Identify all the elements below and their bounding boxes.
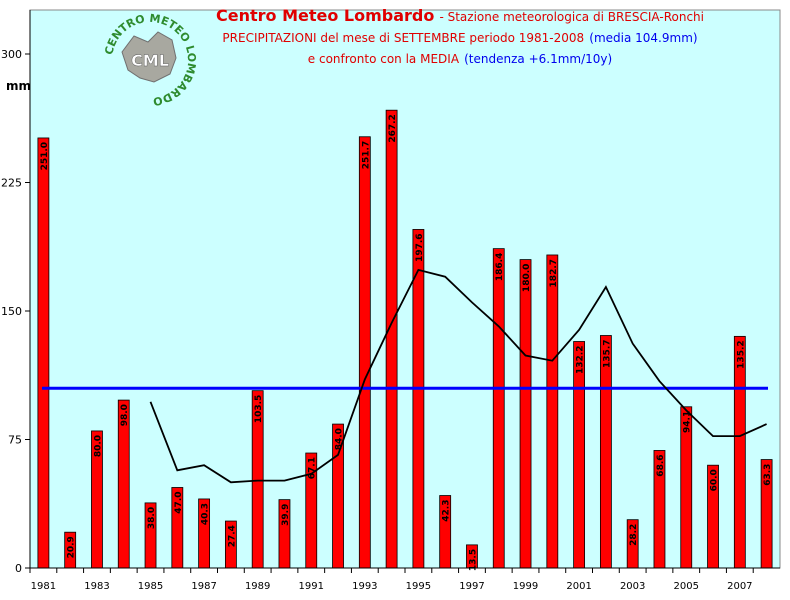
x-tick-label-1997: 1997 [459,581,484,592]
bar-2007 [733,335,746,569]
x-tick-label-1983: 1983 [84,581,109,592]
bar-value-label-1997: 13.5 [468,549,478,571]
bar-value-label-1987: 40.3 [201,503,211,525]
bar-value-label-2000: 182.7 [549,259,559,287]
bar-value-label-1982: 20.9 [67,536,77,558]
x-tick-label-1999: 1999 [513,581,538,592]
x-tick-label-2003: 2003 [620,581,645,592]
x-tick-label-1991: 1991 [299,581,324,592]
x-tick-label-1985: 1985 [138,581,163,592]
x-tick-label-2005: 2005 [674,581,699,592]
title-trend: (tendenza +6.1mm/10y) [464,52,613,66]
y-tick-label-300: 300 [1,48,22,61]
bar-value-label-1990: 39.9 [281,504,291,526]
bar-value-label-2001: 132.2 [576,345,586,373]
bar-value-label-1999: 180.0 [522,264,532,292]
bar-1993 [358,136,371,569]
moving-average-line [149,268,767,484]
x-tick-label-1981: 1981 [31,581,56,592]
bar-value-label-2008: 63.3 [763,464,773,486]
bar-value-label-1991: 67.1 [308,457,318,479]
bar-value-label-1986: 47.0 [174,491,184,513]
bar-value-label-1995: 197.6 [415,233,425,261]
bar-2001 [573,341,586,569]
bar-value-label-2004: 68.6 [656,454,666,476]
bar-value-label-1993: 251.7 [361,141,371,169]
y-axis-label: mm [6,79,31,93]
y-tick-label-0: 0 [15,562,22,575]
y-tick-label-150: 150 [1,305,22,318]
x-tick-label-1995: 1995 [406,581,431,592]
bar-1994 [385,109,398,569]
cml-logo: CML CENTRO METEO LOMBARDO [100,10,200,110]
title-line-1: Centro Meteo Lombardo - Stazione meteoro… [190,6,730,27]
x-tick-label-1993: 1993 [352,581,377,592]
bar-value-label-1983: 80.0 [93,435,103,457]
title-line-2: PRECIPITAZIONI del mese di SETTEMBRE per… [190,27,730,48]
title-main: Centro Meteo Lombardo [216,6,435,25]
bar-2002 [599,335,612,569]
bar-1998 [492,248,505,569]
title-station: - Stazione meteorologica di BRESCIA-Ronc… [439,10,704,24]
chart-title: Centro Meteo Lombardo - Stazione meteoro… [190,6,730,69]
bar-value-label-2005: 94.1 [683,411,693,433]
bar-1999 [519,259,532,569]
x-tick-label-2001: 2001 [566,581,591,592]
bar-2000 [546,254,559,569]
x-tick-label-1987: 1987 [191,581,216,592]
bar-value-label-1988: 27.4 [227,525,237,547]
y-tick-label-75: 75 [8,434,22,447]
x-tick-label-2007: 2007 [727,581,752,592]
bar-value-label-1998: 186.4 [495,253,505,281]
bar-value-label-1985: 38.0 [147,507,157,529]
logo-graphic: CML CENTRO METEO LOMBARDO [102,12,198,108]
bar-1981 [37,137,50,569]
bar-1995 [412,229,425,569]
bar-value-label-1992: 84.0 [335,428,345,450]
title-period: PRECIPITAZIONI del mese di SETTEMBRE per… [222,31,585,45]
bar-value-label-1984: 98.0 [120,404,130,426]
bar-value-label-1981: 251.0 [40,142,50,170]
bar-value-label-1996: 42.3 [442,500,452,522]
title-mean: (media 104.9mm) [589,31,698,45]
bar-value-label-2002: 135.7 [602,340,612,368]
bar-value-label-2007: 135.2 [736,340,746,368]
bar-value-label-1989: 103.5 [254,395,264,423]
y-tick-label-225: 225 [1,177,22,190]
logo-center-text: CML [131,51,169,70]
title-line-3: e confronto con la MEDIA (tendenza +6.1m… [190,48,730,69]
title-compare: e confronto con la MEDIA [307,52,460,66]
bar-value-label-1994: 267.2 [388,114,398,142]
logo-map-shape [121,31,177,83]
bar-value-label-2006: 60.0 [710,469,720,491]
bar-value-label-2003: 28.2 [629,524,639,546]
x-tick-label-1989: 1989 [245,581,270,592]
